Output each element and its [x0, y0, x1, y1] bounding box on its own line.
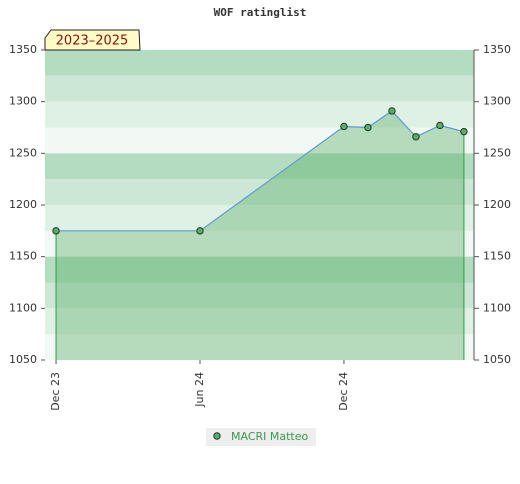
y-tick-label: 1100: [9, 301, 37, 314]
band: [45, 153, 474, 180]
legend-label: MACRI Matteo: [231, 430, 309, 443]
y2-tick-label: 1050: [483, 353, 511, 366]
band: [45, 308, 474, 335]
y2-tick-label: 1300: [483, 95, 511, 108]
band: [45, 282, 474, 309]
y2-tick-label: 1250: [483, 146, 511, 159]
y-tick-label: 1050: [9, 353, 37, 366]
y-tick-label: 1200: [9, 198, 37, 211]
point: [412, 133, 420, 141]
band: [45, 179, 474, 205]
y-tick-label: 1300: [9, 95, 37, 108]
legend: [206, 428, 316, 446]
band: [45, 75, 474, 102]
band: [45, 50, 474, 76]
legend-marker: [213, 432, 221, 440]
y2-tick-label: 1150: [483, 250, 511, 263]
band: [45, 230, 474, 257]
chart-title: WOF ratinglist: [214, 6, 307, 19]
point: [436, 121, 444, 130]
band: [45, 101, 474, 128]
point: [460, 127, 468, 136]
point: [364, 123, 372, 132]
band: [45, 334, 474, 360]
y2-tick-label: 1200: [483, 198, 511, 211]
line: [56, 110, 465, 232]
x-tick-label: Dec 24: [337, 372, 350, 411]
band: [45, 127, 474, 154]
band: [45, 256, 474, 283]
annotation: 2023–2025: [56, 34, 129, 49]
y-tick-label: 1150: [9, 250, 37, 263]
plot-background: [45, 50, 474, 360]
y2-tick-label: 1100: [483, 301, 511, 314]
point: [340, 122, 348, 131]
annotation-box: [44, 29, 141, 51]
x-tick-label: Dec 23: [49, 372, 62, 411]
area: [56, 110, 464, 360]
point: [196, 227, 204, 235]
plot: [52, 107, 468, 360]
point: [388, 107, 396, 115]
point: [52, 227, 60, 235]
y-tick-label: 1350: [9, 43, 37, 56]
band: [45, 205, 474, 231]
y2-tick-label: 1350: [483, 43, 511, 56]
y-tick-label: 1250: [9, 146, 37, 159]
x-tick-label: Jun 24: [193, 372, 206, 408]
